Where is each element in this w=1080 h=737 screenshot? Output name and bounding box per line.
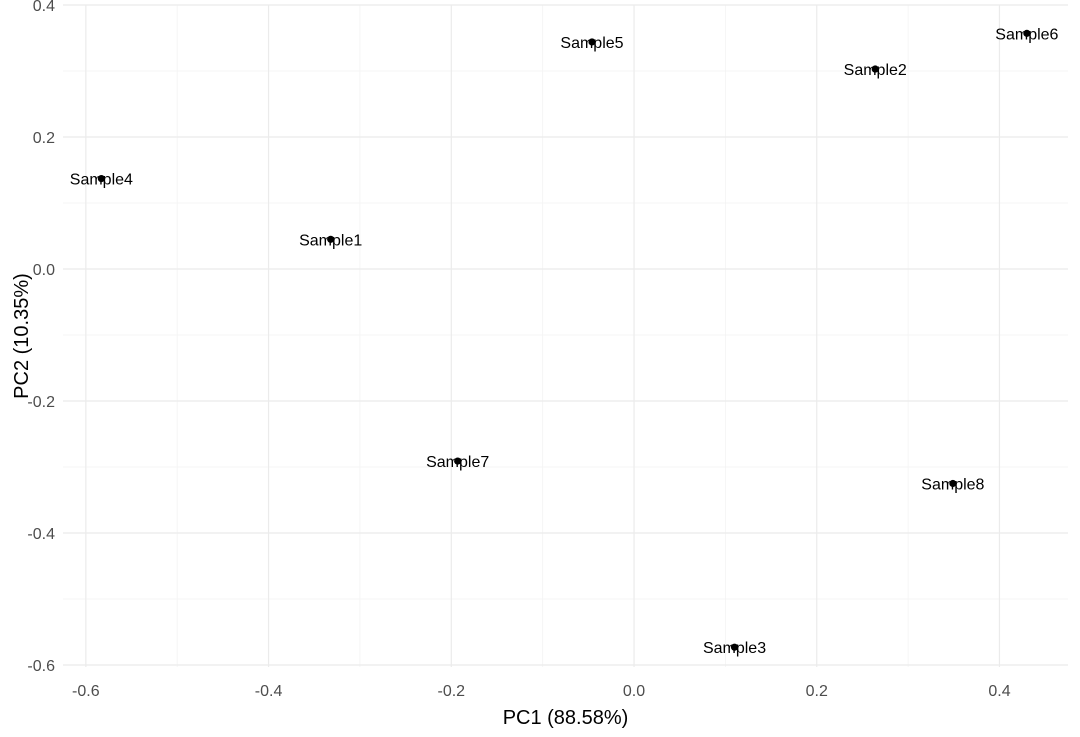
y-tick-label: -0.6 [27, 658, 55, 675]
point-label: Sample3 [703, 640, 766, 657]
x-tick-label: 0.0 [623, 683, 645, 700]
point-label: Sample6 [995, 26, 1058, 43]
point-label: Sample1 [299, 232, 362, 249]
scatter-point [730, 643, 739, 651]
point-label: Sample4 [70, 172, 133, 189]
scatter-point [871, 65, 879, 73]
scatter-point [588, 38, 596, 46]
scatter-point [327, 235, 335, 243]
x-tick-label: 0.4 [988, 683, 1010, 700]
x-tick-label: 0.2 [806, 683, 828, 700]
major-gridlines [63, 4, 1068, 667]
y-axis-title: PC2 (10.35%) [11, 273, 33, 399]
y-tick-label: 0.4 [33, 0, 55, 15]
x-tick-label: -0.2 [438, 683, 466, 700]
x-axis-ticks: -0.6 -0.4 -0.2 0.0 0.2 0.4 [72, 683, 1011, 700]
y-tick-label: -0.2 [27, 394, 55, 411]
y-tick-label: 0.0 [33, 262, 55, 279]
point-label: Sample7 [426, 454, 489, 471]
x-tick-label: -0.4 [255, 683, 283, 700]
point-label: Sample8 [921, 477, 984, 494]
point-label: Sample5 [560, 35, 623, 52]
minor-gridlines [63, 5, 1068, 667]
scatter-point [1023, 29, 1031, 37]
y-tick-label: 0.2 [33, 130, 55, 147]
x-axis-title: PC1 (88.58%) [503, 707, 629, 729]
scatter-point [97, 174, 105, 183]
y-axis-ticks: -0.6 -0.4 -0.2 0.0 0.2 0.4 [27, 0, 55, 675]
scatter-point [454, 457, 462, 465]
point-label: Sample2 [844, 62, 907, 79]
data-points: Sample1 Sample2 Sample3 Sample4 Sample5 Sampl… [70, 26, 1059, 657]
y-tick-label: -0.4 [27, 526, 55, 543]
x-tick-label: -0.6 [72, 683, 100, 700]
scatter-point [949, 479, 957, 488]
